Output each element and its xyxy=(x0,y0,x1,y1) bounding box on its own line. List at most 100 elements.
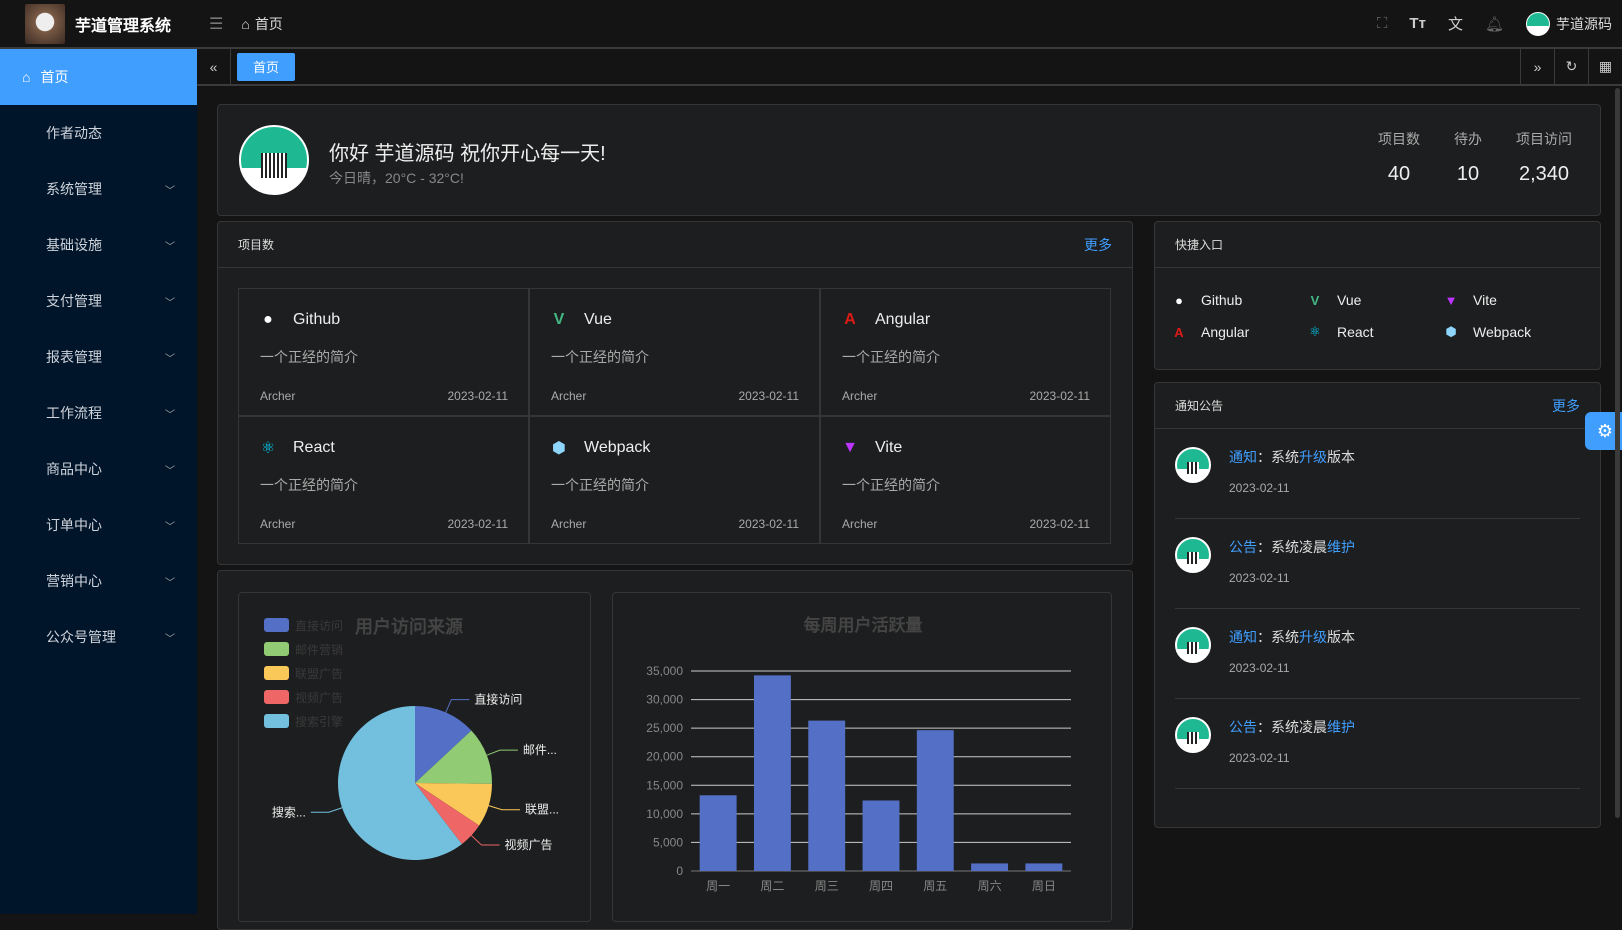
sidebar-item-10[interactable]: 公众号管理 ﹀ xyxy=(0,609,197,665)
username[interactable]: 芋道源码 xyxy=(1556,15,1612,32)
tab-home[interactable]: 首页 xyxy=(237,52,296,81)
pie-slice xyxy=(415,730,492,784)
sidebar-item-1[interactable]: 作者动态 xyxy=(0,105,197,161)
tab-menu-button[interactable]: ▦ xyxy=(1588,49,1622,84)
notices-title: 通知公告 xyxy=(1175,399,1224,413)
notice-item[interactable]: 公告：系统凌晨维护 2023-02-11 xyxy=(1175,519,1580,609)
sidebar-item-0[interactable]: ⌂ 首页 xyxy=(0,49,197,105)
font-size-icon[interactable]: Tт xyxy=(1409,15,1426,32)
notice-highlight: 升级 xyxy=(1299,449,1327,465)
y-tick-label: 30,000 xyxy=(646,693,683,707)
projects-more-link[interactable]: 更多 xyxy=(1084,236,1112,253)
notice-item[interactable]: 公告：系统凌晨维护 2023-02-11 xyxy=(1175,699,1580,789)
project-date: 2023-02-11 xyxy=(1029,517,1091,531)
sidebar-item-label: 商品中心 xyxy=(46,461,102,477)
project-author: Archer xyxy=(842,517,878,531)
notice-text-end: 版本 xyxy=(1327,629,1355,645)
translate-icon[interactable]: 文 xyxy=(1447,16,1463,33)
stat-visits: 项目访问 2,340 xyxy=(1516,131,1572,185)
legend-swatch xyxy=(264,714,289,728)
shortcut-item[interactable]: ⚛ React xyxy=(1305,322,1441,342)
pie-label: 联盟... xyxy=(525,803,559,817)
scroll-right-button[interactable]: » xyxy=(1520,49,1554,84)
pie-label: 邮件... xyxy=(523,743,557,757)
shortcut-item[interactable]: ● Github xyxy=(1169,290,1305,310)
vite-icon: ▼ xyxy=(842,439,858,456)
sidebar-item-2[interactable]: 系统管理 ﹀ xyxy=(0,161,197,217)
y-tick-label: 25,000 xyxy=(646,721,683,735)
stat-projects: 项目数 40 xyxy=(1378,131,1420,185)
shortcuts-card: 快捷入口 ● Github V Vue ▼ Vite A Angular ⚛ React ⬢ Webp… xyxy=(1154,221,1601,370)
fullscreen-icon[interactable]: ⛶ xyxy=(1376,15,1388,32)
project-card[interactable]: ⬢ Webpack 一个正经的简介 Archer 2023-02-11 xyxy=(529,416,820,544)
notices-more-link[interactable]: 更多 xyxy=(1552,397,1580,414)
sidebar-item-6[interactable]: 工作流程 ﹀ xyxy=(0,385,197,441)
greeting: 你好 芋道源码 祝你开心每一天! xyxy=(329,143,606,165)
logo[interactable]: 芋道管理系统 xyxy=(0,3,197,44)
bell-icon[interactable]: 🔔︎ xyxy=(1484,15,1504,33)
project-card[interactable]: V Vue 一个正经的简介 Archer 2023-02-11 xyxy=(529,288,820,416)
bar xyxy=(808,720,846,871)
project-name: Webpack xyxy=(584,439,651,456)
shortcut-item[interactable]: V Vue xyxy=(1305,290,1441,310)
pie-label: 视频广告 xyxy=(505,837,553,852)
charts-card: 用户访问来源 直接访问 邮件营销 联盟广告 视频广告 搜索引擎 直接访问 邮件... 联盟...… xyxy=(217,570,1133,930)
project-author: Archer xyxy=(260,517,296,531)
project-card[interactable]: ● Github 一个正经的简介 Archer 2023-02-11 xyxy=(238,288,529,416)
notice-type: 公告 xyxy=(1229,719,1257,735)
legend-swatch xyxy=(264,666,289,680)
pie-slice xyxy=(415,783,480,845)
shortcut-item[interactable]: A Angular xyxy=(1169,322,1305,342)
pie-label: 直接访问 xyxy=(474,692,522,707)
scroll-left-button[interactable]: « xyxy=(197,49,231,84)
project-date: 2023-02-11 xyxy=(738,389,800,403)
user-avatar-large xyxy=(239,125,309,195)
pie-slice xyxy=(338,706,462,860)
sidebar-item-4[interactable]: 支付管理 ﹀ xyxy=(0,273,197,329)
project-name: Vite xyxy=(875,439,903,456)
legend-label: 联盟广告 xyxy=(295,667,343,681)
legend-label: 搜索引擎 xyxy=(295,714,343,729)
notice-text: 系统 xyxy=(1271,449,1299,465)
project-desc: 一个正经的简介 xyxy=(260,349,358,365)
shortcuts-title: 快捷入口 xyxy=(1175,238,1224,252)
project-date: 2023-02-11 xyxy=(447,389,509,403)
shortcut-item[interactable]: ▼ Vite xyxy=(1441,290,1577,310)
sidebar-item-3[interactable]: 基础设施 ﹀ xyxy=(0,217,197,273)
sidebar-item-7[interactable]: 商品中心 ﹀ xyxy=(0,441,197,497)
breadcrumb-item[interactable]: 首页 xyxy=(254,15,283,32)
user-avatar[interactable] xyxy=(1526,11,1550,36)
notice-item[interactable]: 通知：系统升级版本 2023-02-11 xyxy=(1175,429,1580,519)
notice-item[interactable]: 通知：系统升级版本 2023-02-11 xyxy=(1175,609,1580,699)
refresh-button[interactable]: ↻ xyxy=(1554,49,1588,84)
bar xyxy=(699,795,737,871)
pie-label-line xyxy=(445,699,470,713)
sidebar-item-label: 报表管理 xyxy=(46,349,102,365)
sidebar-item-9[interactable]: 营销中心 ﹀ xyxy=(0,553,197,609)
y-tick-label: 5,000 xyxy=(653,835,683,849)
shortcut-label: Vite xyxy=(1473,292,1497,308)
project-name: React xyxy=(293,439,335,456)
react-icon: ⚛ xyxy=(1309,324,1321,339)
notice-type: 通知 xyxy=(1229,629,1257,645)
project-desc: 一个正经的简介 xyxy=(260,477,358,493)
chevron-down-icon: ﹀ xyxy=(165,577,175,589)
menu-collapse-icon[interactable]: ☰ xyxy=(209,15,224,33)
legend-label: 直接访问 xyxy=(295,618,343,633)
sidebar-item-5[interactable]: 报表管理 ﹀ xyxy=(0,329,197,385)
notice-date: 2023-02-11 xyxy=(1229,661,1290,675)
project-date: 2023-02-11 xyxy=(1029,389,1091,403)
legend-swatch xyxy=(264,642,289,656)
notice-type: 通知 xyxy=(1229,449,1257,465)
github-icon: ● xyxy=(1175,292,1183,308)
sidebar-item-8[interactable]: 订单中心 ﹀ xyxy=(0,497,197,553)
project-card[interactable]: ⚛ React 一个正经的简介 Archer 2023-02-11 xyxy=(238,416,529,544)
page-scrollbar[interactable] xyxy=(1615,88,1620,818)
shortcut-label: React xyxy=(1337,324,1374,340)
project-card[interactable]: A Angular 一个正经的简介 Archer 2023-02-11 xyxy=(820,288,1111,416)
notice-avatar xyxy=(1175,447,1211,483)
webpack-icon: ⬢ xyxy=(552,440,566,457)
bar xyxy=(753,675,791,871)
shortcut-item[interactable]: ⬢ Webpack xyxy=(1441,322,1577,342)
project-card[interactable]: ▼ Vite 一个正经的简介 Archer 2023-02-11 xyxy=(820,416,1111,544)
